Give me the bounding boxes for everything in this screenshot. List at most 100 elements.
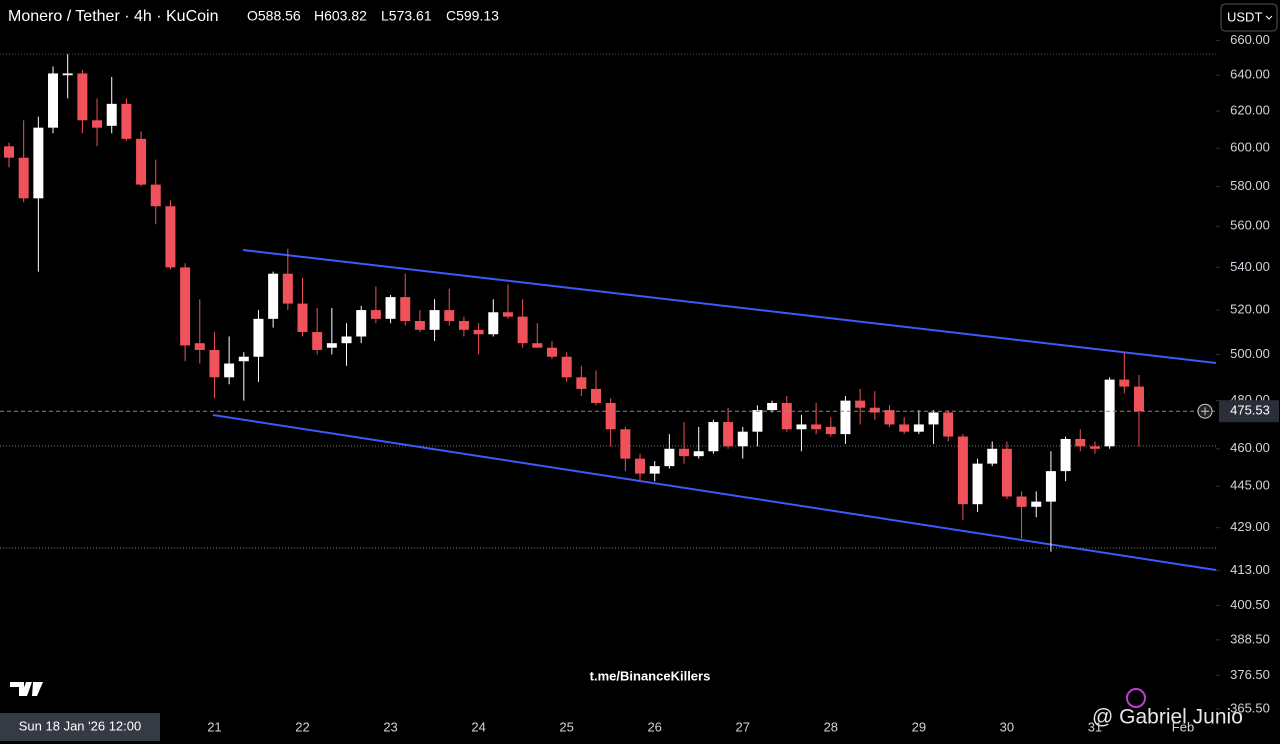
x-tick-label: 30 <box>1000 719 1014 734</box>
last-price-box <box>1219 400 1279 423</box>
candle-body <box>957 436 968 505</box>
x-tick-label: 31 <box>1088 719 1102 734</box>
y-tick-label: 445.00 <box>1230 478 1270 493</box>
candle-body <box>693 451 704 457</box>
candle-body <box>1031 501 1042 507</box>
candle-body <box>385 297 396 319</box>
currency-button[interactable] <box>1220 3 1278 32</box>
candle-body <box>1016 496 1027 507</box>
ohlc-low: L573.61 <box>381 8 432 24</box>
candle-body <box>356 310 367 337</box>
candle-body <box>1119 379 1130 387</box>
candle-body <box>282 273 293 304</box>
candle-body <box>121 103 132 139</box>
candle-body <box>869 407 880 413</box>
last-price-label: 475.53 <box>1230 403 1270 418</box>
trendline-upper <box>242 249 1217 364</box>
watermark-author: @ Gabriel Junio <box>1092 706 1243 729</box>
candle-body <box>1045 471 1056 502</box>
candle-body <box>796 424 807 430</box>
x-tick-label: 27 <box>736 719 750 734</box>
x-tick-label: Feb <box>1172 719 1194 734</box>
candle-body <box>987 448 998 464</box>
candle-body <box>899 424 910 432</box>
crosshair-time: Sun 18 Jan '26 12:00 <box>19 718 141 733</box>
candle-body <box>928 412 939 425</box>
candle-body <box>1133 386 1144 412</box>
candles <box>4 54 1144 552</box>
crosshair-time-box <box>0 713 160 741</box>
candle-body <box>635 458 646 474</box>
candle-body <box>488 312 499 335</box>
y-tick-label: 600.00 <box>1230 140 1270 155</box>
y-tick-label: 640.00 <box>1230 67 1270 82</box>
candle-body <box>767 402 778 411</box>
ohlc-close: C599.13 <box>446 8 499 24</box>
candle-body <box>546 347 557 357</box>
y-tick-label: 620.00 <box>1230 103 1270 118</box>
chevron <box>1265 15 1273 20</box>
candle-body <box>370 310 381 319</box>
candle-body <box>884 410 895 425</box>
candle-body <box>312 332 323 350</box>
candle-body <box>444 310 455 322</box>
candle-body <box>664 448 675 467</box>
y-tick-label: 413.00 <box>1230 562 1270 577</box>
candle-body <box>326 343 337 348</box>
candle-body <box>400 297 411 322</box>
time-axis <box>0 712 1280 744</box>
candle-body <box>1089 446 1100 449</box>
candle-body <box>48 73 59 128</box>
candle-body <box>532 343 543 348</box>
candle-body <box>972 463 983 505</box>
candle-body <box>77 73 88 121</box>
candle-body <box>943 412 954 437</box>
candle-body <box>752 410 763 432</box>
trendline-lower <box>212 414 1217 571</box>
y-tick-label: 400.50 <box>1230 597 1270 612</box>
x-tick-label: 24 <box>471 719 485 734</box>
candle-body <box>92 120 103 128</box>
x-tick-label: 22 <box>295 719 309 734</box>
candle-body <box>679 448 690 457</box>
candle-body <box>811 424 822 430</box>
candle-body <box>649 466 660 474</box>
candle-body <box>1075 438 1086 447</box>
y-tick-label: 540.00 <box>1230 259 1270 274</box>
candle-body <box>1060 438 1071 472</box>
candle-body <box>429 310 440 330</box>
candle-body <box>209 349 220 378</box>
candle-body <box>1104 379 1115 447</box>
candle-body <box>605 402 616 430</box>
candle-body <box>502 312 513 317</box>
candle-body <box>224 363 235 378</box>
candle-body <box>150 184 161 207</box>
currency-label[interactable]: USDT <box>1227 9 1262 24</box>
y-tick-label: 429.00 <box>1230 519 1270 534</box>
candle-body <box>136 138 147 185</box>
candle-body <box>591 388 601 403</box>
candle-body <box>620 429 631 459</box>
ohlc-high: H603.82 <box>314 8 367 24</box>
x-tick-label: 21 <box>207 719 221 734</box>
x-tick-label: 29 <box>912 719 926 734</box>
tv-logo <box>10 682 43 696</box>
candle-body <box>825 426 836 435</box>
candle-body <box>840 400 851 435</box>
y-tick-label: 376.50 <box>1230 667 1270 682</box>
y-tick-label: 660.00 <box>1230 32 1270 47</box>
candle-body <box>737 431 748 447</box>
add-icon <box>1201 407 1209 416</box>
candle-body <box>106 103 117 126</box>
candle-body <box>576 377 587 389</box>
candle-body <box>855 400 866 408</box>
y-tick-label: 460.00 <box>1230 440 1270 455</box>
candle-body <box>341 336 352 344</box>
candle-body <box>458 321 469 330</box>
y-tick-label: 365.50 <box>1230 700 1270 715</box>
candle-body <box>62 73 73 76</box>
candle-body <box>297 303 308 333</box>
candle-body <box>473 329 484 335</box>
